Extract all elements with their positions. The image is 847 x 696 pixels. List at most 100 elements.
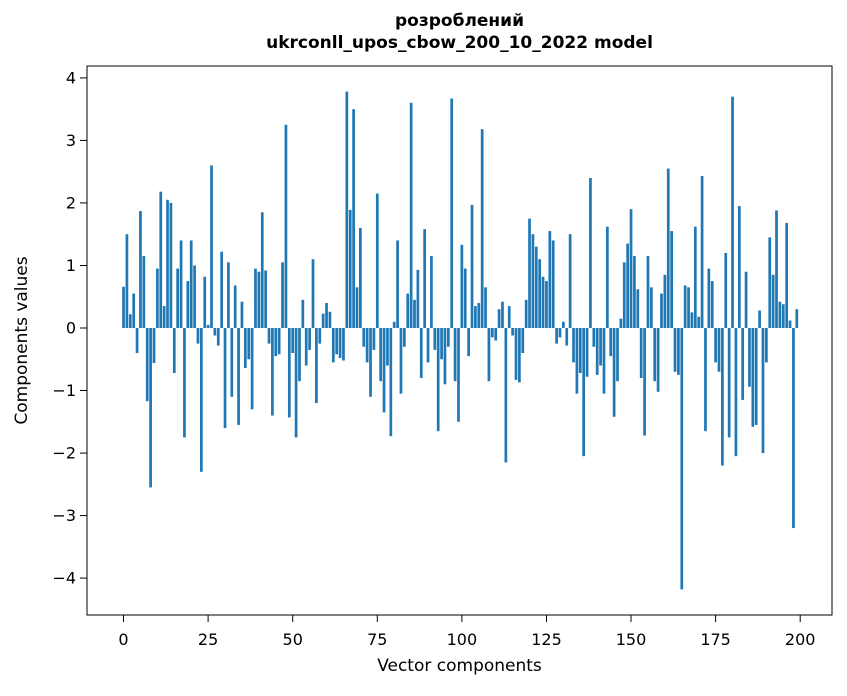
bar-173 — [707, 268, 711, 328]
bar-107 — [484, 287, 487, 328]
bar-196 — [785, 222, 789, 328]
bar-91 — [430, 256, 433, 328]
bar-135 — [578, 327, 582, 374]
bar-147 — [619, 318, 623, 328]
bar-61 — [328, 311, 332, 328]
bar-180 — [731, 96, 734, 328]
bar-184 — [744, 271, 748, 328]
bar-62 — [331, 327, 335, 363]
bar-66 — [345, 91, 349, 328]
bar-133 — [572, 327, 575, 363]
bar-35 — [240, 301, 244, 328]
bar-139 — [592, 327, 596, 347]
bar-166 — [683, 285, 687, 328]
bar-122 — [534, 246, 538, 328]
bar-53 — [301, 299, 305, 328]
bar-3 — [132, 293, 136, 328]
bar-70 — [359, 227, 362, 328]
x-tick-label: 0 — [118, 630, 128, 649]
bar-32 — [230, 327, 234, 397]
bar-169 — [693, 226, 697, 328]
bar-138 — [589, 177, 592, 328]
bar-12 — [162, 306, 166, 328]
bar-27 — [213, 327, 217, 336]
x-tick-label: 175 — [700, 630, 731, 649]
bar-100 — [460, 244, 464, 328]
bar-197 — [788, 320, 792, 328]
bar-65 — [342, 327, 345, 361]
bar-33 — [233, 285, 237, 328]
bar-126 — [548, 231, 552, 328]
bar-57 — [315, 327, 318, 404]
bar-83 — [403, 327, 406, 347]
bar-125 — [545, 281, 548, 328]
bar-117 — [518, 327, 521, 383]
bar-103 — [470, 204, 474, 328]
bar-72 — [365, 327, 369, 363]
y-tick-label: 0 — [66, 319, 76, 338]
bar-109 — [490, 327, 494, 338]
bar-96 — [446, 327, 450, 347]
bar-142 — [602, 327, 606, 394]
y-tick-label: −4 — [52, 569, 76, 588]
bar-30 — [223, 327, 227, 429]
bar-174 — [710, 281, 714, 328]
bar-79 — [389, 327, 393, 437]
bar-60 — [325, 302, 328, 328]
bar-49 — [287, 327, 291, 418]
x-tick-label: 50 — [283, 630, 303, 649]
bar-187 — [754, 327, 758, 425]
y-tick-label: 1 — [66, 256, 76, 275]
bar-10 — [156, 268, 159, 328]
bar-178 — [724, 252, 728, 328]
bar-19 — [186, 281, 190, 328]
y-tick-label: −3 — [52, 506, 76, 525]
bar-44 — [271, 327, 274, 416]
bar-5 — [139, 211, 142, 328]
y-tick-label: −1 — [52, 381, 76, 400]
y-tick-label: 3 — [66, 131, 76, 150]
bar-171 — [700, 176, 704, 328]
bar-97 — [450, 98, 454, 328]
bar-21 — [193, 265, 196, 328]
x-axis-label: Vector components — [377, 656, 542, 676]
bar-93 — [436, 327, 440, 432]
bar-46 — [277, 327, 281, 355]
x-tick-label: 25 — [198, 630, 218, 649]
bar-161 — [666, 168, 670, 328]
bar-2 — [128, 314, 132, 328]
bar-99 — [457, 327, 460, 422]
bar-106 — [480, 129, 484, 328]
bar-130 — [562, 321, 565, 328]
bar-87 — [416, 269, 420, 328]
bar-162 — [670, 231, 673, 328]
x-tick-label: 75 — [367, 630, 387, 649]
bar-153 — [639, 327, 643, 379]
bar-198 — [792, 327, 795, 529]
bar-51 — [294, 327, 298, 438]
bar-1 — [125, 234, 129, 328]
bar-84 — [406, 293, 410, 328]
bar-148 — [622, 262, 626, 328]
y-tick-label: 4 — [66, 68, 76, 87]
bar-34 — [237, 327, 240, 425]
bar-175 — [714, 327, 717, 363]
bar-165 — [680, 327, 684, 590]
chart-title-line1: розроблений — [395, 11, 524, 31]
bar-26 — [210, 165, 213, 328]
bar-163 — [673, 327, 677, 372]
bar-114 — [507, 306, 511, 328]
bar-102 — [467, 327, 470, 357]
bar-81 — [396, 240, 399, 328]
bar-182 — [737, 206, 741, 328]
bar-143 — [606, 226, 609, 328]
bar-131 — [565, 327, 569, 346]
bar-186 — [751, 327, 755, 427]
bar-124 — [541, 276, 545, 328]
bar-98 — [453, 327, 457, 382]
bar-149 — [626, 243, 630, 328]
bar-101 — [463, 268, 467, 328]
bar-68 — [352, 109, 355, 328]
bar-14 — [169, 202, 173, 328]
bar-95 — [443, 327, 447, 385]
